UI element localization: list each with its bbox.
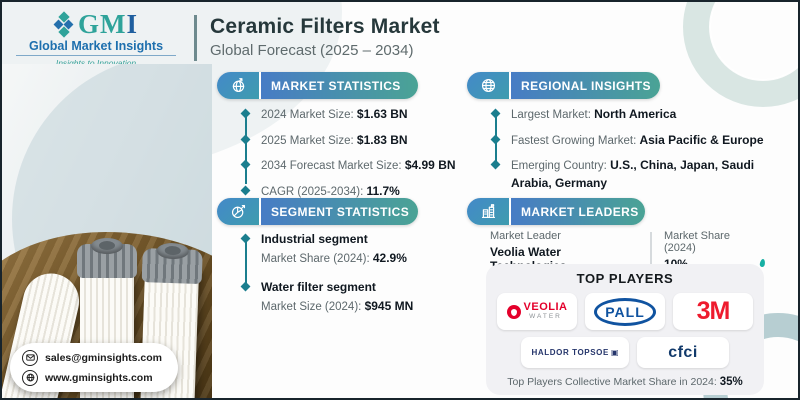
- segment-statistics-list: Industrial segment Market Share (2024): …: [240, 231, 457, 324]
- page-title: Ceramic Filters Market: [210, 15, 440, 38]
- region-item: Fastest Growing Market: Asia Pacific & E…: [490, 132, 788, 150]
- segment-item: Industrial segment Market Share (2024): …: [240, 231, 457, 268]
- page-subtitle: Global Forecast (2025 – 2034): [210, 42, 414, 59]
- region-item: Largest Market: North America: [490, 106, 788, 124]
- header-separator: [259, 198, 261, 225]
- contact-card: sales@gminsights.com www.gminsights.com: [10, 343, 178, 392]
- gmi-logo-text: GMI: [77, 9, 138, 39]
- regional-insights-list: Largest Market: North America Fastest Gr…: [490, 106, 788, 201]
- header-separator: [259, 72, 261, 99]
- diamond-bullet-icon: [490, 134, 501, 145]
- section-title: REGIONAL INSIGHTS: [511, 72, 660, 99]
- contact-email[interactable]: sales@gminsights.com: [22, 349, 178, 366]
- diamond-bullet-icon: [240, 134, 251, 145]
- section-title: SEGMENT STATISTICS: [261, 198, 418, 225]
- 3m-logo: 3M: [673, 293, 753, 330]
- cfci-logo: cfci: [637, 258, 766, 368]
- globe-chart-icon: [217, 72, 259, 99]
- region-item: Emerging Country: U.S., China, Japan, Sa…: [490, 157, 788, 192]
- stat-item: 2024 Market Size: $1.63 BN: [240, 106, 460, 124]
- header-separator: [509, 72, 511, 99]
- pall-logo: PALL: [585, 293, 665, 330]
- haldor-topsoe-logo: HALDOR TOPSOE ▣: [521, 337, 629, 368]
- diamond-bullet-icon: [240, 281, 251, 292]
- brand-name: Global Market Insights: [16, 39, 176, 56]
- section-title: MARKET STATISTICS: [261, 72, 418, 99]
- diamond-bullet-icon: [240, 233, 251, 244]
- market-statistics-list: 2024 Market Size: $1.63 BN 2025 Market S…: [240, 106, 460, 209]
- globe-icon: [467, 72, 509, 99]
- gmi-logo: GMI Global Market Insights Insights to I…: [16, 11, 176, 68]
- stat-item: CAGR (2025-2034): 11.7%: [240, 183, 460, 201]
- globe-icon: [22, 369, 38, 386]
- diamond-bullet-icon: [490, 108, 501, 119]
- top-players-row-2: HALDOR TOPSOE ▣ cfci: [486, 258, 766, 368]
- contact-website[interactable]: www.gminsights.com: [22, 369, 178, 386]
- top-players-box: TOP PLAYERS VEOLIA WATER PALL 3M: [486, 258, 766, 395]
- stat-item: 2034 Forecast Market Size: $4.99 BN: [240, 157, 460, 175]
- brand-tagline: Insights to Innovation: [55, 58, 137, 68]
- title-block: Ceramic Filters Market Global Forecast (…: [194, 15, 440, 61]
- segment-item: Water filter segment Market Size (2024):…: [240, 279, 457, 316]
- top-players-row-1: VEOLIA WATER PALL 3M: [486, 293, 764, 330]
- vertical-divider: [649, 232, 652, 271]
- top-players-title: TOP PLAYERS: [576, 271, 674, 286]
- filter-cap: [77, 238, 137, 278]
- stat-item: 2025 Market Size: $1.83 BN: [240, 132, 460, 150]
- diamond-bullet-icon: [240, 159, 251, 170]
- section-header-segment-statistics: SEGMENT STATISTICS: [217, 198, 418, 225]
- diamond-bullet-icon: [490, 159, 501, 170]
- buildings-icon: [467, 198, 509, 225]
- diamond-bullet-icon: [240, 108, 251, 119]
- section-header-regional-insights: REGIONAL INSIGHTS: [467, 72, 660, 99]
- email-icon: [22, 349, 38, 366]
- haldor-mark-icon: ▣: [610, 348, 619, 357]
- section-header-market-statistics: MARKET STATISTICS: [217, 72, 418, 99]
- header-separator: [509, 198, 511, 225]
- top-players-footer: Top Players Collective Market Share in 2…: [507, 376, 743, 388]
- section-title: MARKET LEADERS: [511, 198, 645, 225]
- pall-oval-icon: PALL: [594, 297, 656, 326]
- gmi-diamond-icon: [53, 10, 74, 38]
- pie-chart-magnifier-icon: [217, 198, 259, 225]
- filter-cap: [141, 248, 203, 285]
- section-header-market-leaders: MARKET LEADERS: [467, 198, 645, 225]
- veolia-logo: VEOLIA WATER: [497, 293, 577, 330]
- diamond-bullet-icon: [240, 185, 251, 196]
- veolia-mark-icon: [506, 304, 521, 319]
